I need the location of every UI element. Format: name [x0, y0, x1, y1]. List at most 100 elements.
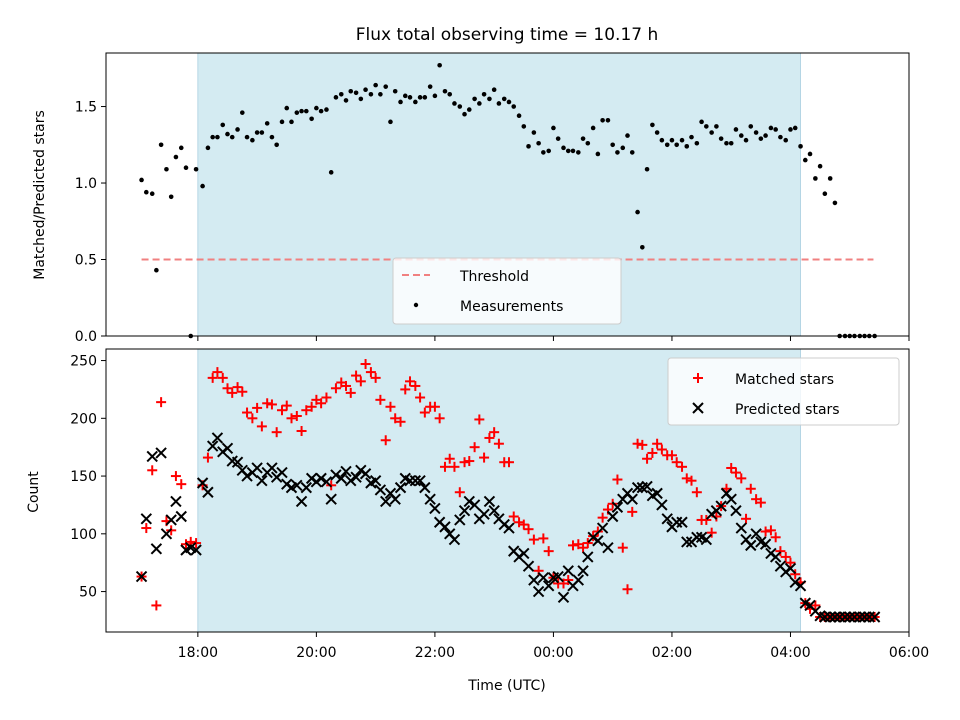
matched-star-point	[503, 457, 514, 468]
matched-star-point	[271, 427, 282, 438]
measurement-point	[659, 137, 665, 143]
y-tick-label: 100	[70, 527, 97, 543]
measurement-point	[457, 104, 463, 109]
legend-matched-label: Matched stars	[735, 372, 834, 388]
predicted-star-point	[824, 611, 836, 623]
matched-star-point	[464, 456, 475, 467]
top-axes	[105, 52, 910, 337]
predicted-star-point	[735, 522, 747, 534]
measurement-point	[590, 125, 596, 131]
matched-star-point	[637, 439, 648, 450]
matched-star-point	[262, 398, 273, 409]
predicted-star-point	[295, 495, 308, 508]
measurement-point	[392, 88, 398, 94]
predicted-star-point	[211, 432, 224, 444]
measurement-point	[205, 145, 211, 151]
matched-star-point	[415, 392, 426, 403]
matched-star-point	[355, 376, 366, 387]
predicted-star-point	[759, 538, 772, 550]
predicted-star-point	[730, 505, 742, 517]
measurement-point	[333, 95, 339, 100]
matched-star-point	[765, 525, 776, 536]
matched-star-point	[395, 416, 406, 427]
predicted-star-point	[335, 472, 347, 485]
predicted-star-point	[528, 574, 540, 586]
matched-star-point	[429, 401, 440, 412]
measurement-point	[299, 108, 304, 114]
measurement-point	[309, 116, 314, 122]
matched-star-point	[493, 438, 504, 449]
measurement-point	[407, 95, 413, 100]
measurement-point	[753, 130, 759, 135]
measurement-point	[269, 134, 275, 140]
measurement-point	[635, 209, 640, 215]
x-tick-label: 00:00	[533, 645, 573, 661]
measurement-point	[561, 145, 566, 151]
measurement-point	[674, 142, 679, 148]
measurement-point	[689, 134, 694, 140]
top-y-ticks: 0.0 0.5 1.0 1.5	[75, 100, 106, 345]
measurement-point	[139, 177, 144, 183]
y-tick-label: 1.0	[75, 176, 97, 192]
matched-star-point	[597, 512, 608, 523]
matched-star-point	[227, 387, 238, 398]
legend-predicted-swatch	[692, 402, 704, 414]
y-tick-label: 250	[70, 354, 97, 370]
matched-star-point	[141, 523, 152, 534]
predicted-star-point	[661, 513, 673, 525]
measurement-point	[343, 98, 349, 103]
measurement-point	[442, 88, 448, 94]
measurement-point	[580, 136, 586, 141]
measurement-point	[462, 111, 467, 117]
matched-star-point	[351, 370, 362, 381]
predicted-star-point	[562, 565, 574, 577]
x-tick-label: 02:00	[652, 645, 692, 661]
measurement-point	[178, 145, 184, 151]
measurement-point	[158, 142, 164, 148]
predicted-star-point	[611, 501, 624, 513]
measurement-point	[551, 125, 556, 131]
measurement-point	[164, 166, 169, 172]
measurement-point	[783, 137, 789, 143]
measurement-point	[487, 96, 492, 102]
predicted-star-point	[784, 562, 797, 575]
matched-star-point	[706, 527, 717, 538]
bottom-axes	[105, 348, 910, 633]
legend-measurements-label: Measurements	[460, 299, 563, 315]
predicted-star-point	[175, 510, 187, 523]
measurement-point	[229, 134, 235, 140]
predicted-star-point	[577, 565, 589, 577]
measurement-point	[640, 244, 645, 250]
matched-star-point	[454, 487, 465, 498]
y-tick-label: 0.0	[75, 329, 97, 345]
matched-star-point	[449, 461, 460, 472]
measurement-point	[373, 82, 378, 88]
measurement-point	[383, 84, 389, 89]
matched-star-point	[671, 457, 682, 468]
predicted-star-point	[320, 476, 333, 488]
predicted-star-point	[196, 477, 209, 489]
measurement-point	[610, 142, 615, 148]
measurement-point	[314, 105, 319, 111]
measurement-point	[422, 95, 428, 100]
measurement-point	[168, 194, 174, 200]
measurement-point	[521, 124, 527, 129]
measurement-point	[807, 151, 813, 157]
measurement-point	[240, 110, 245, 115]
predicted-star-point	[468, 499, 481, 511]
matched-star-point	[232, 382, 243, 393]
measurement-point	[353, 90, 359, 96]
legend-predicted-label: Predicted stars	[735, 402, 840, 418]
measurement-point	[338, 92, 344, 97]
measurement-point	[388, 119, 393, 125]
predicted-star-point	[389, 493, 401, 505]
matched-star-point	[484, 432, 495, 443]
measurement-point	[220, 122, 226, 128]
matched-star-point	[237, 386, 248, 397]
top-y-axis-label: Matched/Predicted stars	[32, 110, 48, 280]
bottom-legend: Matched stars Predicted stars	[667, 357, 900, 426]
measurement-point	[699, 119, 704, 125]
matched-star-point	[656, 444, 667, 455]
measurement-point	[154, 267, 159, 273]
